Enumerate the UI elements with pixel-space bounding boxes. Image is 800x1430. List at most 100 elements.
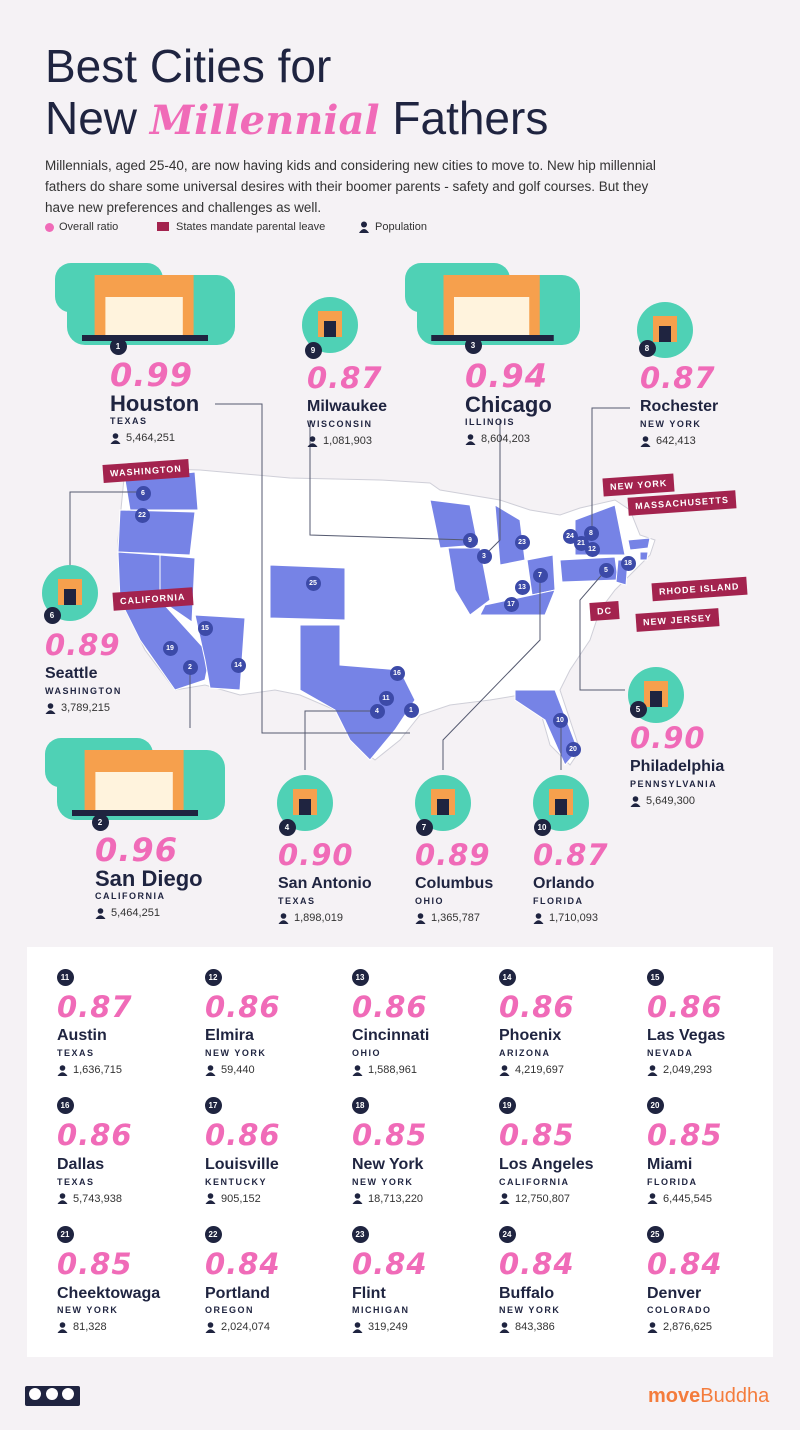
city-name: Austin	[57, 1027, 107, 1045]
icon-building	[64, 589, 76, 605]
city-name: Portland	[205, 1284, 270, 1302]
cc-license	[25, 1386, 80, 1406]
icon-ground	[82, 335, 208, 341]
state-name: NEVADA	[647, 1048, 694, 1058]
rank-badge: 22	[204, 1225, 222, 1243]
icon-building	[437, 799, 449, 815]
state-name: PENNSYLVANIA	[630, 779, 718, 789]
population: 81,328	[57, 1321, 107, 1333]
population-value: 4,219,697	[515, 1064, 564, 1076]
person-icon	[57, 1193, 68, 1205]
rank-badge: 20	[646, 1097, 664, 1115]
map-marker: 2	[182, 659, 198, 675]
population-value: 2,049,293	[663, 1064, 712, 1076]
population: 59,440	[205, 1064, 255, 1076]
map-marker: 8	[583, 525, 599, 541]
rank-badge: 10	[533, 818, 551, 836]
city-name: Milwaukee	[307, 398, 388, 416]
population-value: 3,789,215	[61, 702, 110, 714]
population-value: 8,604,203	[481, 433, 530, 445]
population-value: 1,898,019	[294, 912, 343, 924]
population-value: 1,710,093	[549, 912, 598, 924]
population-value: 81,328	[73, 1321, 107, 1334]
population-value: 6,445,545	[663, 1192, 712, 1205]
population-value: 1,636,715	[73, 1064, 122, 1076]
state-name: NEW YORK	[640, 419, 702, 429]
person-icon	[647, 1321, 658, 1333]
person-icon	[352, 1321, 363, 1333]
rank-badge: 14	[498, 968, 516, 986]
rank-badge: 7	[415, 818, 433, 836]
city-name: Louisville	[205, 1156, 279, 1173]
city-name: Flint	[352, 1284, 386, 1302]
city-name: Philadelphia	[630, 758, 725, 776]
population: 8,604,203	[465, 433, 530, 445]
person-icon	[533, 912, 544, 924]
person-icon	[630, 795, 641, 807]
map-marker: 1	[403, 702, 419, 718]
brand: moveBuddha	[648, 1385, 769, 1408]
state-name: MICHIGAN	[352, 1305, 410, 1316]
population: 319,249	[352, 1321, 408, 1333]
score: 0.86	[57, 1118, 133, 1153]
rank-badge: 18	[351, 1097, 369, 1115]
population: 843,386	[499, 1321, 555, 1333]
rank-badge: 4	[278, 818, 296, 836]
icon-building	[555, 799, 567, 815]
person-icon	[278, 912, 289, 924]
state-name: KENTUCKY	[205, 1176, 268, 1187]
population: 5,464,251	[110, 432, 175, 444]
city-name: San Antonio	[278, 875, 372, 893]
population-value: 2,024,074	[221, 1321, 270, 1334]
person-icon	[57, 1064, 68, 1076]
population: 1,710,093	[533, 912, 598, 924]
score: 0.87	[307, 360, 383, 395]
rank-badge: 6	[43, 606, 61, 624]
person-icon	[352, 1193, 363, 1205]
rank-badge: 16	[56, 1097, 74, 1115]
score: 0.87	[57, 989, 133, 1024]
population-value: 1,588,961	[368, 1064, 417, 1076]
city-name: New York	[352, 1156, 424, 1173]
rank-badge: 19	[498, 1097, 516, 1115]
person-icon	[110, 432, 121, 444]
population: 2,024,074	[205, 1321, 270, 1333]
city-name: Elmira	[205, 1027, 254, 1045]
person-icon	[307, 435, 318, 447]
title-after: Fathers	[392, 92, 549, 144]
map-marker: 25	[305, 575, 321, 591]
population-value: 905,152	[221, 1192, 261, 1205]
population: 18,713,220	[352, 1193, 423, 1205]
title-highlight: Millennial	[149, 97, 380, 144]
population: 2,876,625	[647, 1321, 712, 1333]
population-value: 18,713,220	[368, 1192, 424, 1205]
population: 5,649,300	[630, 795, 695, 807]
city-name: Chicago	[465, 391, 552, 417]
icon-ground	[431, 335, 554, 341]
score: 0.94	[465, 356, 548, 395]
population: 1,365,787	[415, 912, 480, 924]
legend-population: Population	[375, 221, 427, 233]
population: 905,152	[205, 1193, 261, 1205]
score: 0.85	[499, 1118, 575, 1153]
person-icon	[205, 1193, 216, 1205]
rank-badge: 3	[464, 336, 482, 354]
map-marker: 4	[369, 703, 385, 719]
icon-ground	[72, 810, 198, 816]
state-name: OHIO	[352, 1048, 382, 1058]
city-name: Dallas	[57, 1156, 105, 1173]
population-value: 5,743,938	[73, 1192, 122, 1205]
city-name: Cincinnati	[352, 1027, 430, 1045]
score: 0.87	[640, 360, 716, 395]
score: 0.85	[57, 1246, 133, 1281]
map-marker: 3	[476, 548, 492, 564]
map-marker: 13	[514, 579, 530, 595]
map-marker: 9	[462, 532, 478, 548]
state-name: NEW YORK	[499, 1305, 561, 1316]
title-line2: New Millennial Fathers	[45, 92, 548, 147]
rank-badge: 24	[498, 1225, 516, 1243]
map-marker: 16	[389, 665, 405, 681]
icon-building	[324, 321, 336, 337]
score: 0.87	[533, 837, 609, 872]
map-marker: 18	[620, 555, 636, 571]
